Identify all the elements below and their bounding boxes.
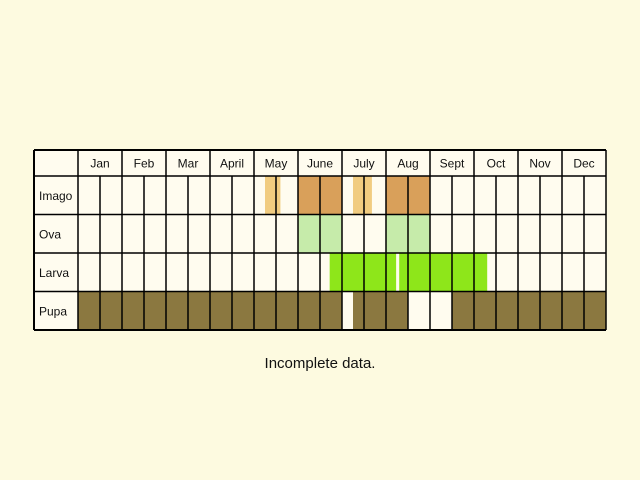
span-imago-1 [265,176,281,215]
month-label-jun: June [307,157,333,171]
month-label-nov: Nov [529,157,550,171]
span-imago-3 [353,176,372,215]
row-label-pupa: Pupa [39,304,67,318]
month-label-sep: Sept [440,157,465,171]
span-pupa-2 [353,291,408,330]
month-label-may: May [265,157,288,171]
span-larva-1 [329,253,397,292]
row-label-ova: Ova [39,227,61,241]
month-label-jan: Jan [90,157,109,171]
month-label-oct: Oct [487,157,506,171]
span-pupa-3 [452,291,606,330]
month-label-aug: Aug [397,157,418,171]
caption: Incomplete data. [264,355,376,372]
month-label-feb: Feb [134,157,155,171]
month-label-dec: Dec [573,157,594,171]
month-label-jul: July [353,157,374,171]
span-larva-2 [399,253,488,292]
month-label-mar: Mar [178,157,199,171]
row-label-larva: Larva [39,266,69,280]
month-label-apr: April [220,157,244,171]
row-label-imago: Imago [39,189,73,203]
